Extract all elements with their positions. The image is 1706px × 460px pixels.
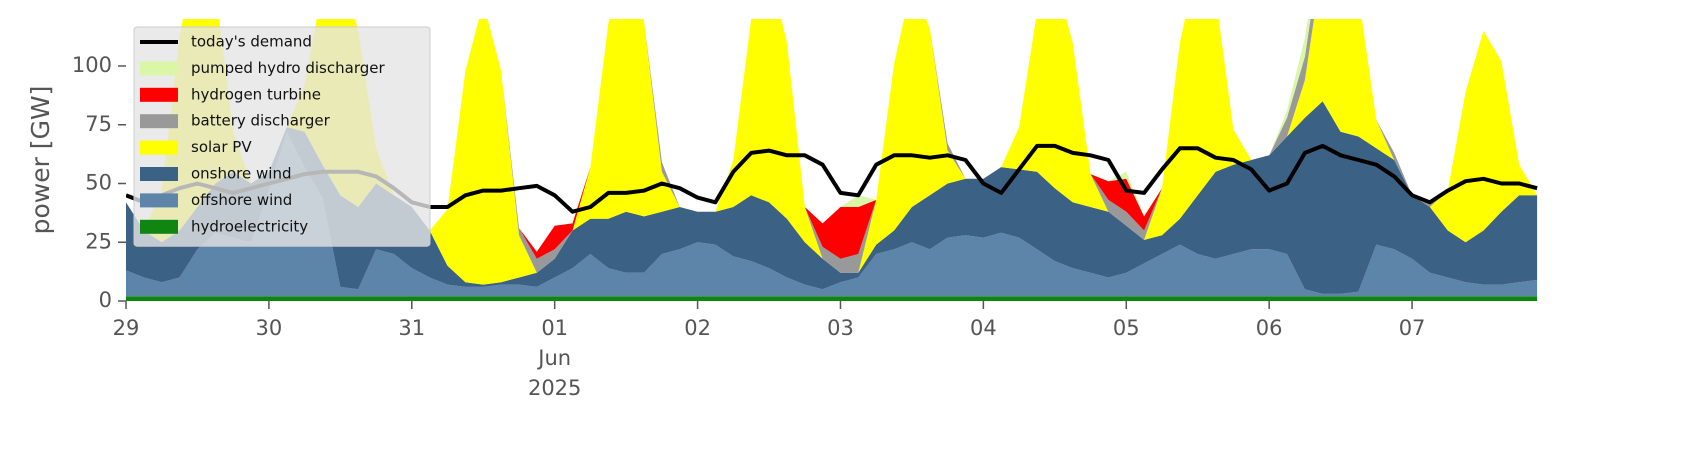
legend: today's demand pumped hydro discharger hyd… [133,26,431,247]
x-tick-label: 01 [541,316,568,340]
y-tick-label: 75 [85,112,112,136]
legend-box [133,26,431,247]
x-tick-label: 02 [684,316,711,340]
plot-area [126,19,1538,301]
area [126,19,1538,285]
legend-label: solar PV [191,138,252,156]
legend-swatch [140,61,178,76]
legend-label: pumped hydro discharger [191,59,385,77]
legend-label: battery discharger [191,112,331,130]
legend-swatch [140,219,178,234]
area [126,296,1538,301]
area [126,131,1538,297]
y-axis-label: power [GW] [26,86,55,235]
x-month-label: Jun [536,346,571,370]
y-tick-label: 25 [85,229,112,253]
area [126,101,1538,294]
legend-label: offshore wind [191,191,292,209]
x-tick-label: 03 [827,316,854,340]
legend-label: onshore wind [191,165,291,183]
x-tick-label: 05 [1113,316,1140,340]
legend-swatch [140,193,178,208]
y-tick-label: 0 [99,288,112,312]
legend-swatch [140,87,178,102]
x-year-label: 2025 [528,376,581,400]
legend-swatch [140,114,178,129]
x-tick-label: 29 [113,316,140,340]
x-tick-label: 04 [970,316,997,340]
legend-label: hydroelectricity [191,217,308,235]
x-tick-label: 07 [1399,316,1426,340]
legend-swatch [140,167,178,181]
x-tick-label: 31 [398,316,425,340]
y-tick-label: 50 [85,171,112,195]
legend-label: hydrogen turbine [191,85,321,103]
x-tick-label: 30 [256,316,283,340]
y-tick-label: 100 [72,53,112,77]
legend-swatch [140,140,178,155]
legend-label: today's demand [191,33,312,51]
x-tick-label: 06 [1256,316,1283,340]
